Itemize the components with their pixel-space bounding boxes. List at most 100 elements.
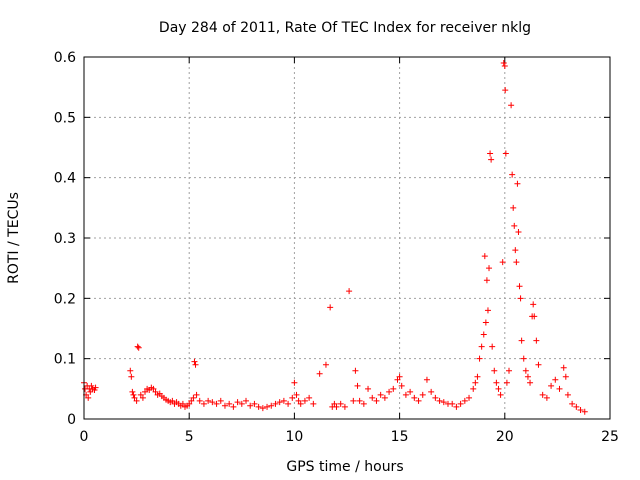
data-point bbox=[134, 343, 141, 350]
data-point bbox=[501, 63, 508, 70]
data-point bbox=[285, 400, 292, 407]
y-tick-label: 0.3 bbox=[54, 231, 76, 247]
data-point bbox=[419, 391, 426, 398]
data-point bbox=[205, 397, 212, 404]
data-point bbox=[130, 391, 137, 398]
data-point bbox=[407, 388, 414, 395]
data-point bbox=[478, 343, 485, 350]
grid-lines bbox=[84, 57, 610, 419]
data-point bbox=[297, 400, 304, 407]
data-point bbox=[137, 391, 144, 398]
chart-title: Day 284 of 2011, Rate Of TEC Index for r… bbox=[159, 20, 531, 36]
data-point bbox=[316, 370, 323, 377]
x-tick-label: 20 bbox=[496, 429, 514, 445]
data-point bbox=[577, 406, 584, 413]
data-point bbox=[301, 397, 308, 404]
data-point bbox=[493, 379, 500, 386]
data-point bbox=[190, 394, 197, 401]
data-point bbox=[88, 382, 95, 389]
data-point bbox=[264, 403, 271, 410]
data-point bbox=[341, 403, 348, 410]
data-point bbox=[470, 385, 477, 392]
x-axis-label: GPS time / hours bbox=[286, 459, 403, 475]
data-point bbox=[179, 400, 186, 407]
data-point bbox=[530, 301, 537, 308]
data-point bbox=[415, 397, 422, 404]
data-point bbox=[506, 367, 513, 374]
data-point bbox=[489, 343, 496, 350]
data-point bbox=[352, 367, 359, 374]
data-point bbox=[535, 361, 542, 368]
data-point bbox=[188, 397, 195, 404]
data-point bbox=[556, 385, 563, 392]
x-tick-label: 0 bbox=[80, 429, 89, 445]
data-point bbox=[513, 259, 520, 266]
data-point bbox=[291, 379, 298, 386]
data-point bbox=[306, 394, 313, 401]
data-point bbox=[474, 373, 481, 380]
data-point bbox=[213, 400, 220, 407]
x-tick-label: 25 bbox=[601, 429, 619, 445]
data-point bbox=[268, 402, 275, 409]
data-point bbox=[402, 391, 409, 398]
data-point bbox=[369, 394, 376, 401]
data-point bbox=[562, 373, 569, 380]
data-point bbox=[581, 408, 588, 415]
data-point bbox=[524, 373, 531, 380]
data-point bbox=[539, 391, 546, 398]
data-point bbox=[517, 295, 524, 302]
data-point bbox=[573, 403, 580, 410]
data-point bbox=[495, 385, 502, 392]
y-tick-label: 0.6 bbox=[54, 50, 76, 66]
data-point bbox=[533, 337, 540, 344]
data-point bbox=[481, 253, 488, 260]
data-point bbox=[142, 388, 149, 395]
data-point bbox=[276, 399, 283, 406]
data-point bbox=[453, 403, 460, 410]
data-point bbox=[127, 367, 134, 374]
data-point bbox=[411, 394, 418, 401]
data-point bbox=[398, 382, 405, 389]
data-point bbox=[486, 265, 493, 272]
data-point bbox=[428, 388, 435, 395]
data-point bbox=[457, 400, 464, 407]
data-point bbox=[564, 391, 571, 398]
data-point bbox=[491, 367, 498, 374]
data-point bbox=[522, 367, 529, 374]
data-point bbox=[360, 400, 367, 407]
data-point bbox=[280, 397, 287, 404]
data-points bbox=[81, 60, 588, 415]
data-point bbox=[515, 228, 522, 235]
x-tick-label: 5 bbox=[185, 429, 194, 445]
y-tick-label: 0.5 bbox=[54, 110, 76, 126]
data-point bbox=[251, 400, 258, 407]
data-point bbox=[327, 304, 334, 311]
data-point bbox=[386, 388, 393, 395]
y-axis-label: ROTI / TECUs bbox=[6, 192, 22, 284]
data-point bbox=[510, 204, 517, 211]
x-tick-labels: 0 5 10 15 20 25 bbox=[80, 429, 619, 445]
data-point bbox=[560, 364, 567, 371]
data-point bbox=[500, 60, 507, 67]
x-tick-label: 15 bbox=[391, 429, 409, 445]
data-point bbox=[436, 397, 443, 404]
y-tick-labels: 0 0.1 0.2 0.3 0.4 0.5 0.6 bbox=[54, 50, 76, 428]
data-point bbox=[527, 379, 534, 386]
data-point bbox=[85, 394, 92, 401]
data-point bbox=[484, 307, 491, 314]
data-point bbox=[238, 400, 245, 407]
data-point bbox=[255, 403, 262, 410]
data-point bbox=[503, 379, 510, 386]
data-point bbox=[480, 331, 487, 338]
data-point bbox=[396, 373, 403, 380]
data-point bbox=[449, 400, 456, 407]
data-point bbox=[196, 397, 203, 404]
data-point bbox=[152, 388, 159, 395]
data-point bbox=[193, 391, 200, 398]
data-point bbox=[354, 382, 361, 389]
data-point bbox=[432, 394, 439, 401]
y-tick-label: 0.1 bbox=[54, 352, 76, 368]
data-point bbox=[169, 397, 176, 404]
data-point bbox=[200, 400, 207, 407]
